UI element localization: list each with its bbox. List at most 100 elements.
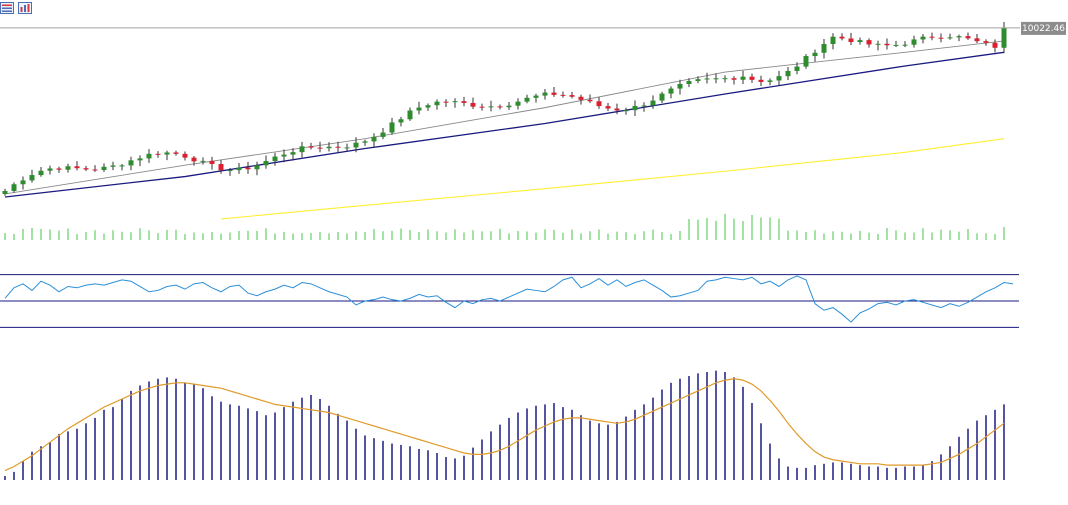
candle — [974, 34, 980, 44]
candle-body — [182, 153, 188, 158]
candle-body — [191, 157, 197, 162]
candle — [425, 103, 431, 111]
candle — [443, 99, 449, 108]
candle-body — [20, 180, 26, 185]
candle — [902, 41, 908, 48]
candle — [830, 33, 836, 50]
candle-body — [488, 106, 494, 108]
candle-body — [938, 37, 944, 39]
candle — [83, 165, 89, 172]
candle-body — [641, 105, 647, 107]
candle-body — [542, 92, 548, 96]
candle — [65, 163, 71, 173]
candle-body — [155, 153, 161, 155]
candle — [38, 166, 44, 177]
candle-body — [317, 147, 323, 149]
candle-body — [29, 175, 35, 181]
candle-body — [596, 101, 602, 107]
candle-body — [947, 37, 953, 39]
candle — [515, 98, 521, 110]
candle — [407, 107, 413, 121]
candle — [947, 33, 953, 40]
candle-body — [335, 146, 341, 148]
candle-body — [677, 83, 683, 89]
candle — [614, 103, 620, 115]
candle — [776, 70, 782, 86]
moving-averages — [4, 40, 1005, 220]
candle-body — [749, 76, 755, 80]
candle-body — [209, 160, 215, 165]
candle-body — [173, 152, 179, 154]
candle — [722, 75, 728, 83]
candle-body — [695, 79, 701, 82]
candle — [533, 93, 539, 103]
candle-body — [137, 158, 143, 161]
candle-body — [983, 41, 989, 43]
candle-body — [389, 122, 395, 133]
candle-body — [758, 79, 764, 82]
candle-body — [893, 44, 899, 46]
candle — [299, 141, 305, 158]
candle — [155, 151, 161, 158]
candle — [578, 94, 584, 105]
candle-body — [290, 152, 296, 155]
candle-body — [74, 166, 80, 169]
candle-body — [866, 40, 872, 45]
list-view-icon[interactable] — [0, 2, 14, 14]
candle — [281, 149, 287, 163]
candle — [461, 96, 467, 107]
candle — [173, 150, 179, 156]
candle — [695, 76, 701, 84]
candle — [767, 78, 773, 86]
candle-body — [686, 81, 692, 84]
candle — [758, 75, 764, 87]
candle — [470, 97, 476, 110]
candle — [893, 40, 899, 47]
candle-body — [281, 154, 287, 157]
candle — [497, 104, 503, 110]
candle — [452, 98, 458, 108]
candle — [911, 35, 917, 48]
last-price-label: 10022.46 — [1022, 24, 1065, 34]
candle-body — [434, 101, 440, 106]
candle-body — [704, 78, 710, 80]
candle — [749, 73, 755, 83]
candle-body — [497, 106, 503, 108]
candle — [542, 88, 548, 100]
candle-body — [578, 96, 584, 100]
candle-body — [218, 164, 224, 171]
candle — [29, 169, 35, 183]
candle — [101, 163, 107, 172]
candle — [191, 155, 197, 166]
candle — [839, 33, 845, 41]
candle — [650, 95, 656, 109]
candle-body — [659, 93, 665, 101]
volume-panel — [4, 213, 1005, 240]
candle — [146, 149, 152, 163]
candle — [263, 155, 269, 169]
candle — [920, 34, 926, 44]
candle-body — [560, 94, 566, 96]
candle-body — [470, 102, 476, 107]
candle-body — [533, 95, 539, 98]
candle-body — [848, 38, 854, 43]
chart-properties-icon[interactable] — [18, 2, 32, 14]
candle — [344, 143, 350, 152]
candle-body — [398, 119, 404, 123]
candle — [488, 100, 494, 112]
candle — [1001, 22, 1007, 54]
candle-body — [830, 36, 836, 44]
candle-body — [200, 160, 206, 162]
candle — [587, 94, 593, 103]
candle — [308, 142, 314, 150]
candle-body — [767, 80, 773, 82]
candle — [551, 86, 557, 97]
candle — [812, 49, 818, 62]
moving-average-line — [4, 51, 1005, 198]
candle — [137, 155, 143, 167]
candle — [605, 103, 611, 112]
candle — [353, 137, 359, 153]
candle-body — [227, 170, 233, 172]
